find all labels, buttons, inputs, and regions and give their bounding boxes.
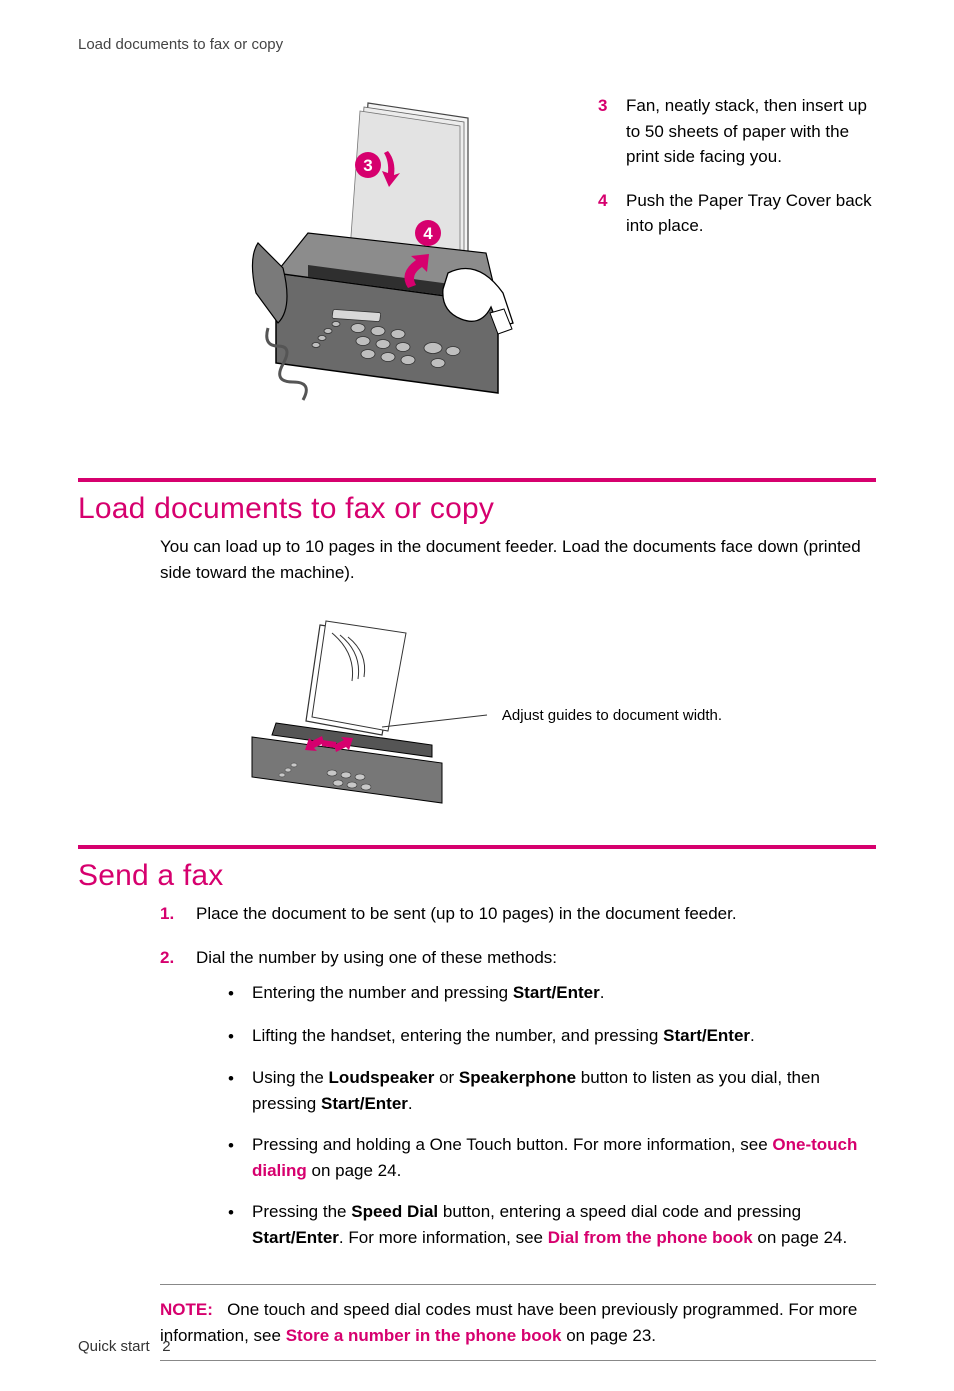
section-title-load: Load documents to fax or copy xyxy=(78,492,876,526)
fax-machine-svg: 3 4 xyxy=(238,93,538,423)
bullet-3: • Using the Loudspeaker or Speakerphone … xyxy=(228,1065,876,1116)
step-3-number: 3 xyxy=(598,93,612,170)
svg-text:3: 3 xyxy=(363,156,372,175)
bullet-dot: • xyxy=(228,1024,236,1050)
bullet-5: • Pressing the Speed Dial button, enteri… xyxy=(228,1199,876,1250)
page-footer: Quick start 2 xyxy=(78,1338,171,1355)
step-3-text: Fan, neatly stack, then insert up to 50 … xyxy=(626,93,876,170)
bullet-dot: • xyxy=(228,1066,236,1116)
bullet-4: • Pressing and holding a One Touch butto… xyxy=(228,1132,876,1183)
send-steps: 1. Place the document to be sent (up to … xyxy=(160,901,876,1266)
note-block: NOTE: One touch and speed dial codes mus… xyxy=(160,1284,876,1361)
send-step-1-num: 1. xyxy=(160,901,182,927)
note-label: NOTE: xyxy=(160,1300,213,1319)
bullet-dot: • xyxy=(228,1200,236,1250)
link-dial-from-phone-book[interactable]: Dial from the phone book xyxy=(548,1228,753,1247)
send-step-1: 1. Place the document to be sent (up to … xyxy=(160,901,876,927)
top-figure-row: 3 4 3 Fan, neatly stack, then insert up … xyxy=(78,93,876,428)
section-title-send: Send a fax xyxy=(78,859,876,893)
section-divider-2 xyxy=(78,845,876,849)
bullet-1-text: Entering the number and pressing Start/E… xyxy=(252,980,604,1007)
step-4-text: Push the Paper Tray Cover back into plac… xyxy=(626,188,876,239)
step-4-number: 4 xyxy=(598,188,612,239)
running-header: Load documents to fax or copy xyxy=(78,36,876,53)
bullet-2-text: Lifting the handset, entering the number… xyxy=(252,1023,755,1050)
send-step-1-text: Place the document to be sent (up to 10 … xyxy=(196,901,737,927)
step-3: 3 Fan, neatly stack, then insert up to 5… xyxy=(598,93,876,170)
svg-text:4: 4 xyxy=(423,224,433,243)
fax-illustration-1: 3 4 xyxy=(238,93,538,428)
note-text-post: on page 23. xyxy=(561,1326,656,1345)
fax-machine-svg-2 xyxy=(232,615,492,815)
bullet-dot: • xyxy=(228,981,236,1007)
bullet-dot: • xyxy=(228,1133,236,1183)
step-4: 4 Push the Paper Tray Cover back into pl… xyxy=(598,188,876,239)
page: Load documents to fax or copy xyxy=(0,0,954,1391)
load-figure-row: Adjust guides to document width. xyxy=(78,615,876,815)
bullet-4-text: Pressing and holding a One Touch button.… xyxy=(252,1132,876,1183)
bullet-2: • Lifting the handset, entering the numb… xyxy=(228,1023,876,1050)
top-step-list: 3 Fan, neatly stack, then insert up to 5… xyxy=(598,93,876,257)
section-divider xyxy=(78,478,876,482)
bullet-5-text: Pressing the Speed Dial button, entering… xyxy=(252,1199,876,1250)
send-step-2: 2. Dial the number by using one of these… xyxy=(160,945,876,1267)
bullet-3-text: Using the Loudspeaker or Speakerphone bu… xyxy=(252,1065,876,1116)
footer-section: Quick start xyxy=(78,1338,150,1355)
bullet-1: • Entering the number and pressing Start… xyxy=(228,980,876,1007)
send-body: 1. Place the document to be sent (up to … xyxy=(160,901,876,1361)
footer-page: 2 xyxy=(162,1338,170,1355)
link-store-number[interactable]: Store a number in the phone book xyxy=(286,1326,562,1345)
figure2-callout: Adjust guides to document width. xyxy=(502,707,722,724)
dial-methods: • Entering the number and pressing Start… xyxy=(228,980,876,1250)
send-step-2-num: 2. xyxy=(160,945,182,1267)
load-body: You can load up to 10 pages in the docum… xyxy=(160,534,876,585)
load-intro: You can load up to 10 pages in the docum… xyxy=(160,534,876,585)
send-step-2-lead: Dial the number by using one of these me… xyxy=(196,948,557,967)
